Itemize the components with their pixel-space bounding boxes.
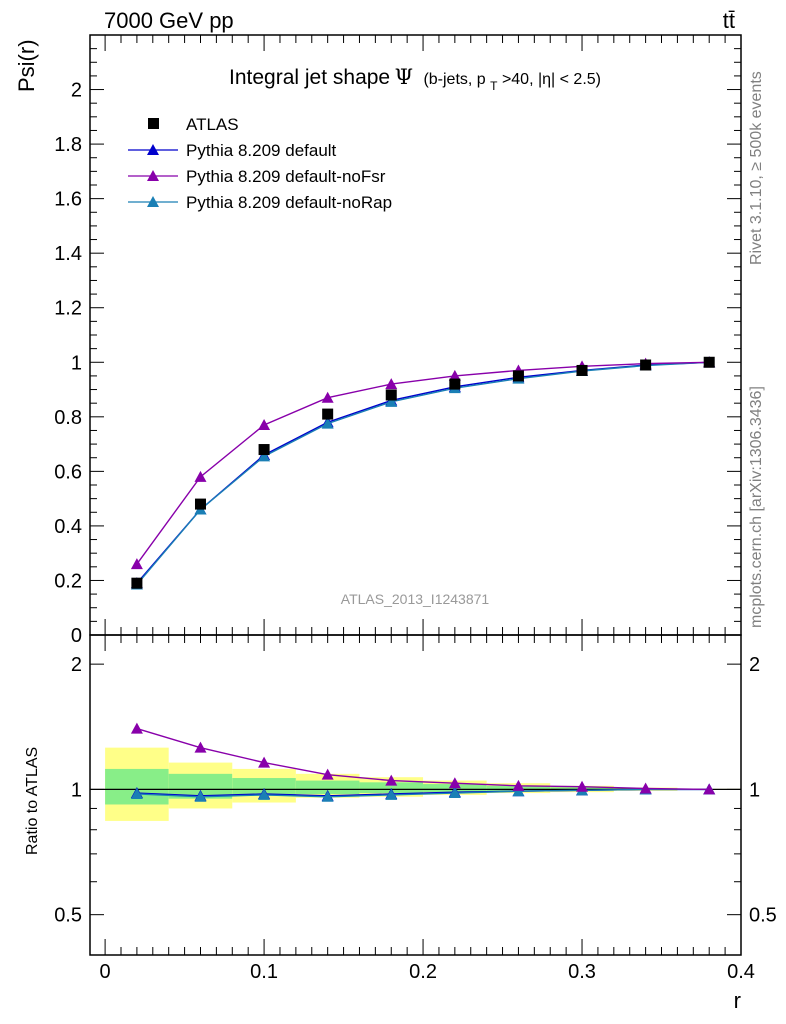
main-y-tick-label: 1	[71, 352, 82, 374]
ratio-series-marker	[321, 768, 334, 780]
main-y-tick-label: 1.2	[54, 298, 82, 320]
main-y-tick-label: 2	[71, 80, 82, 102]
ratio-series-line	[136, 727, 710, 791]
x-axis-title: r	[734, 988, 741, 1013]
ratio-series-marker	[385, 774, 398, 786]
atlas-data-point	[131, 577, 143, 589]
series-marker	[258, 450, 271, 462]
plot-title-main: Integral jet shape	[229, 66, 390, 89]
atlas-data-point	[703, 356, 715, 368]
plot-title-cut-a: (b-jets, p	[423, 71, 485, 88]
main-y-tick-label: 0.2	[54, 570, 82, 592]
legend-marker-default	[147, 144, 159, 155]
atlas-data-point	[258, 444, 270, 456]
ratio-y-tick-label: 0.5	[54, 905, 82, 927]
atlas-data-point	[449, 378, 461, 390]
main-y-tick-label: 0.8	[54, 407, 82, 429]
series-line	[136, 361, 710, 585]
x-tick-label: 0.2	[409, 961, 437, 983]
x-tick-label: 0	[100, 961, 111, 983]
main-y-tick-label: 0.6	[54, 461, 82, 483]
x-tick-label: 0.4	[727, 961, 755, 983]
energy-label: 7000 GeV pp	[104, 8, 234, 33]
series-marker	[194, 470, 207, 482]
ratio-series-group	[130, 722, 716, 802]
atlas-data-point	[640, 359, 652, 371]
ratio-axis-ticks: 0 0.1 0.2 0.3 0.4 0.5 0.5 1 1 2 2	[54, 635, 777, 983]
ratio-series-marker	[194, 741, 207, 753]
legend-label-atlas: ATLAS	[186, 115, 239, 134]
legend-label-norap: Pythia 8.209 default-noRap	[186, 193, 392, 212]
series-marker	[385, 378, 398, 390]
ratio-series-marker	[130, 787, 143, 799]
main-y-tick-label: 1.6	[54, 189, 82, 211]
ratio-series-marker	[448, 777, 461, 789]
main-y-tick-label: 1.4	[54, 243, 82, 265]
main-panel: 0.2 0.4 0.6 0.8 1 1.2 1.4 1.6 1.8 2 0 Psi(r) Integ…	[14, 34, 742, 647]
stat-uncertainty-band	[232, 778, 296, 796]
ratio-series-marker	[385, 788, 398, 800]
main-y-tick-label: 1.8	[54, 134, 82, 156]
series-marker	[258, 419, 271, 430]
series-marker	[321, 417, 334, 429]
series-marker	[130, 558, 143, 570]
stat-uncertainty-band	[359, 782, 424, 794]
plot-title-cut-sub: T	[490, 79, 498, 93]
ratio-series-marker	[448, 787, 461, 799]
atlas-data-point	[322, 408, 334, 420]
ratio-series-marker	[512, 779, 525, 791]
ratio-series-line	[136, 788, 710, 798]
rivet-label: Rivet 3.1.10, ≥ 500k events	[748, 71, 765, 265]
ratio-y-tick-label-right: 2	[749, 654, 760, 676]
series-marker	[321, 391, 334, 403]
x-tick-label: 0.3	[568, 961, 596, 983]
legend: ATLAS Pythia 8.209 default Pythia 8.209 …	[128, 115, 392, 212]
ratio-y-axis-title: Ratio to ATLAS	[24, 747, 41, 855]
ratio-y-tick-label-right: 0.5	[749, 905, 777, 927]
atlas-data-point	[576, 364, 588, 376]
legend-marker-nofsr	[147, 170, 159, 181]
x-tick-label: 0.1	[250, 961, 278, 983]
plot-title-psi: Ψ	[395, 65, 413, 89]
ratio-y-tick-label: 2	[71, 654, 82, 676]
main-y-tick-label: 0	[71, 625, 82, 647]
ratio-y-tick-label: 1	[71, 779, 82, 801]
atlas-data-point	[512, 370, 524, 382]
stat-uncertainty-band	[295, 780, 360, 794]
y-axis-title: Psi(r)	[14, 39, 39, 92]
ratio-y-tick-label-right: 1	[749, 779, 760, 801]
legend-marker-atlas	[148, 118, 159, 129]
plot-title-cut-b: >40, |η| < 2.5)	[502, 71, 601, 88]
process-label: tt̄	[723, 8, 735, 33]
stat-uncertainty-band	[105, 768, 169, 805]
legend-label-nofsr: Pythia 8.209 default-noFsr	[186, 167, 386, 186]
ratio-series-marker	[639, 782, 652, 794]
ratio-series-marker	[576, 780, 589, 792]
ratio-series-marker	[130, 722, 143, 734]
ratio-series-marker	[258, 788, 271, 800]
analysis-watermark: ATLAS_2013_I1243871	[341, 591, 490, 607]
series-marker	[385, 395, 398, 407]
ratio-series-marker	[703, 783, 716, 795]
legend-marker-norap	[147, 196, 159, 207]
ratio-panel: 0 0.1 0.2 0.3 0.4 0.5 0.5 1 1 2 2 Ratio to ATLAS r	[24, 634, 777, 1013]
mcplots-label: mcplots.cern.ch [arXiv:1306.3436]	[748, 386, 765, 628]
ratio-series-marker	[258, 756, 271, 768]
ratio-series-marker	[194, 790, 207, 802]
atlas-data-point	[194, 498, 206, 510]
ratio-series-marker	[321, 790, 334, 802]
ratio-plot-frame	[89, 634, 742, 956]
plot-title: Integral jet shape Ψ (b-jets, p T >40, |…	[229, 65, 601, 94]
main-y-tick-label: 0.4	[54, 516, 82, 538]
series-marker	[448, 369, 461, 381]
main-series-group	[130, 356, 716, 590]
atlas-data-point	[385, 389, 397, 401]
series-line	[136, 361, 710, 565]
legend-label-default: Pythia 8.209 default	[186, 141, 337, 160]
main-axis-ticks: 0.2 0.4 0.6 0.8 1 1.2 1.4 1.6 1.8 2 0	[54, 34, 742, 647]
